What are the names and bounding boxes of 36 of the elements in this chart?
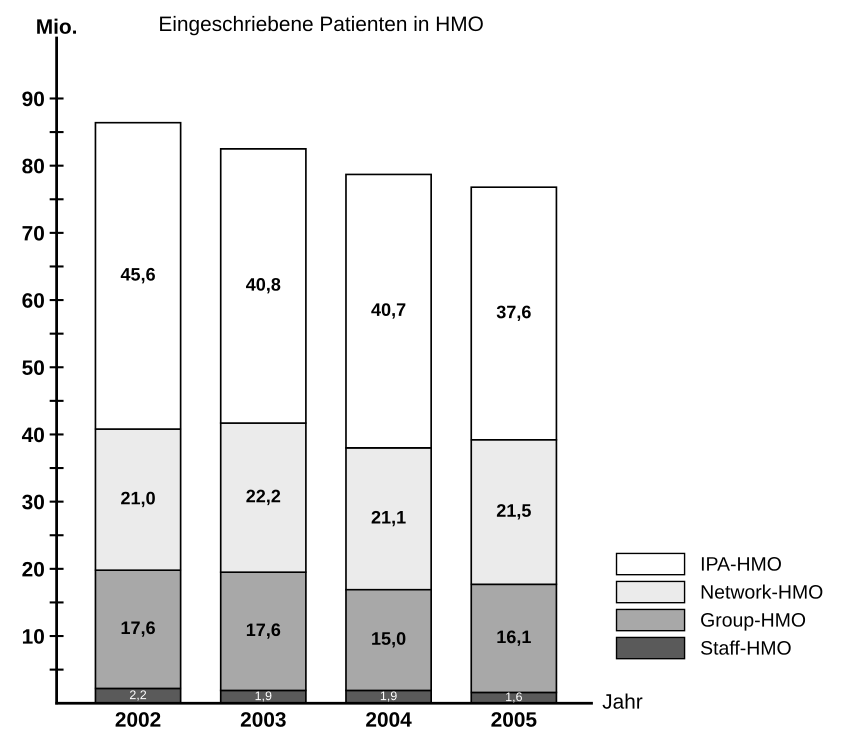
data-label: 21,0	[121, 492, 155, 508]
x-tick-label: 2004	[366, 712, 412, 727]
x-axis-title: Jahr	[602, 694, 642, 709]
y-tick-label: 20	[22, 562, 44, 577]
data-label: 21,1	[372, 510, 406, 526]
y-tick-label: 40	[22, 427, 44, 442]
data-label: 22,2	[246, 490, 280, 506]
data-label: 15,0	[372, 632, 406, 648]
x-tick-label: 2003	[240, 712, 286, 727]
data-label: 45,6	[120, 268, 155, 284]
data-label: 37,6	[496, 306, 531, 321]
data-label: 40,8	[246, 278, 280, 294]
data-label: 17,6	[246, 623, 280, 639]
data-label: 40,7	[371, 303, 406, 319]
y-tick-label: 80	[22, 158, 44, 174]
y-tick-label: 30	[22, 494, 44, 510]
legend-label: Staff-HMO	[701, 640, 791, 655]
data-label: 17,6	[122, 621, 155, 637]
x-tick-label: 2005	[491, 712, 536, 727]
data-label: 1,9	[256, 691, 272, 702]
y-tick-label: 50	[22, 360, 44, 376]
data-label: 1,9	[380, 691, 397, 702]
y-tick-label: 10	[22, 629, 44, 644]
data-label: 21,5	[496, 504, 531, 520]
y-tick-label: 70	[22, 226, 44, 241]
data-label: 2,2	[130, 690, 146, 701]
data-label: 16,1	[497, 630, 531, 646]
x-tick-label: 2002	[116, 712, 160, 727]
y-tick-label: 90	[22, 91, 44, 106]
legend-label: IPA-HMO	[702, 557, 781, 571]
chart-title: Eingeschriebene Patienten in HMO	[160, 16, 483, 36]
y-axis-title: Mio.	[37, 18, 76, 34]
data-label: 1,6	[506, 692, 522, 703]
legend-label: Group-HMO	[701, 613, 806, 631]
legend-label: Network-HMO	[702, 584, 822, 599]
y-tick-label: 60	[22, 293, 44, 308]
